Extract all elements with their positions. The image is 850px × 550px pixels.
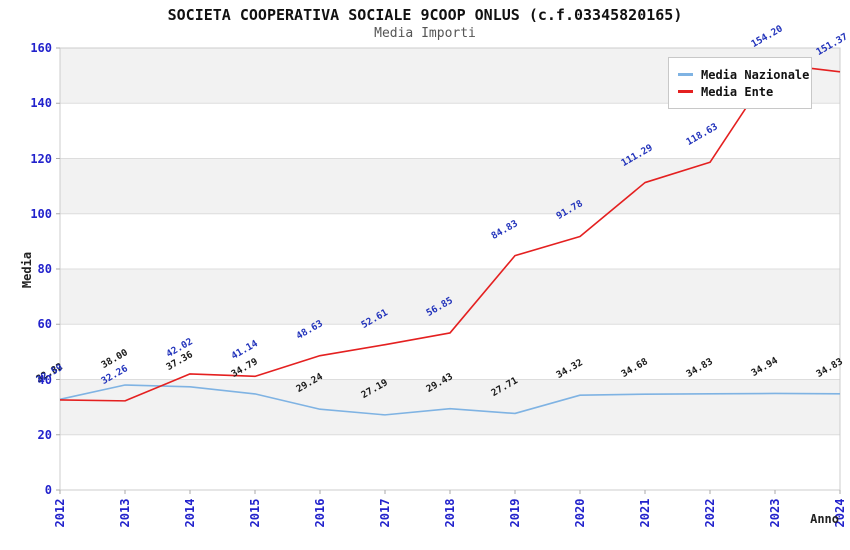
chart-title: SOCIETA COOPERATIVA SOCIALE 9COOP ONLUS … — [167, 6, 683, 24]
y-axis-title: Media — [20, 251, 34, 289]
legend: Media Nazionale Media Ente — [668, 57, 812, 109]
chart-subtitle: Media Importi — [374, 26, 476, 41]
media-nazionale-line-swatch — [678, 73, 693, 76]
media-ente-line-swatch — [678, 90, 693, 93]
legend-item-media-nazionale: Media Nazionale — [678, 67, 809, 82]
legend-label: Media Ente — [701, 84, 774, 99]
legend-item-media-ente: Media Ente — [678, 84, 802, 99]
legend-label: Media Nazionale — [701, 67, 810, 82]
x-axis-title: Anno — [810, 512, 839, 526]
